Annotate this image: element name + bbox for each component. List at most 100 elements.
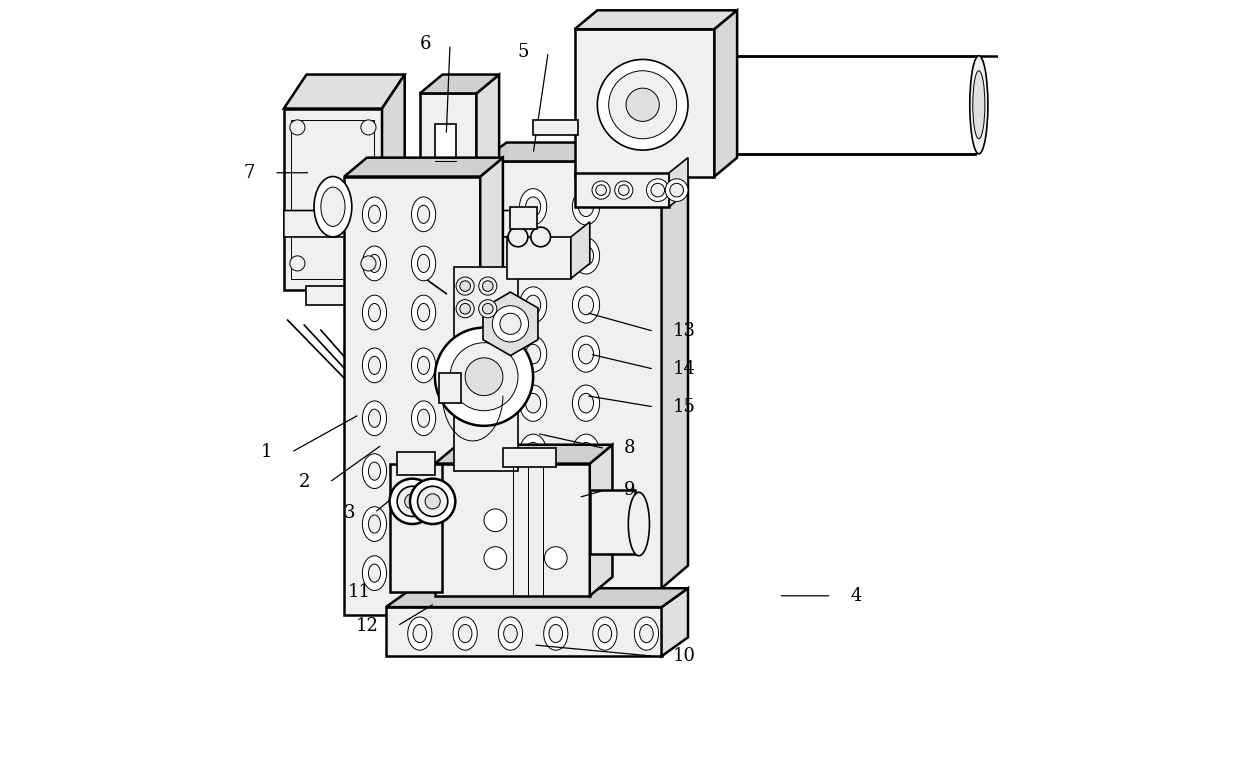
Ellipse shape xyxy=(526,295,541,315)
Ellipse shape xyxy=(520,189,547,225)
Ellipse shape xyxy=(578,197,594,217)
Polygon shape xyxy=(480,161,662,588)
Polygon shape xyxy=(574,11,737,29)
Ellipse shape xyxy=(573,385,600,422)
Ellipse shape xyxy=(640,625,653,642)
Circle shape xyxy=(670,183,683,197)
Polygon shape xyxy=(670,158,688,207)
Ellipse shape xyxy=(578,295,594,315)
Ellipse shape xyxy=(520,385,547,422)
Polygon shape xyxy=(386,607,662,656)
Polygon shape xyxy=(480,158,503,615)
Ellipse shape xyxy=(520,336,547,372)
Ellipse shape xyxy=(412,401,435,435)
Circle shape xyxy=(591,181,610,199)
Circle shape xyxy=(666,179,688,202)
Polygon shape xyxy=(382,75,404,290)
Ellipse shape xyxy=(368,356,381,374)
Circle shape xyxy=(404,494,420,509)
Ellipse shape xyxy=(526,197,541,217)
Text: 8: 8 xyxy=(624,440,635,457)
Ellipse shape xyxy=(418,356,429,374)
Circle shape xyxy=(596,185,606,196)
Text: 13: 13 xyxy=(673,323,696,340)
Circle shape xyxy=(450,342,518,411)
Polygon shape xyxy=(714,11,737,177)
Ellipse shape xyxy=(635,617,658,650)
Text: 14: 14 xyxy=(673,360,696,378)
Ellipse shape xyxy=(413,625,427,642)
Text: 1: 1 xyxy=(260,443,273,461)
Ellipse shape xyxy=(459,625,472,642)
Polygon shape xyxy=(574,29,714,177)
Polygon shape xyxy=(345,158,503,177)
Circle shape xyxy=(500,314,521,334)
Ellipse shape xyxy=(520,434,547,470)
Ellipse shape xyxy=(412,246,435,281)
Circle shape xyxy=(465,358,503,396)
Polygon shape xyxy=(284,109,382,290)
Ellipse shape xyxy=(368,304,381,322)
Ellipse shape xyxy=(368,205,381,224)
Circle shape xyxy=(290,256,305,271)
Text: 12: 12 xyxy=(356,617,378,635)
Ellipse shape xyxy=(412,197,435,231)
Text: 4: 4 xyxy=(851,587,862,605)
Ellipse shape xyxy=(526,492,541,511)
Circle shape xyxy=(479,277,497,295)
Ellipse shape xyxy=(578,393,594,413)
Ellipse shape xyxy=(973,71,985,139)
Ellipse shape xyxy=(970,56,988,154)
Circle shape xyxy=(460,304,470,314)
Circle shape xyxy=(361,120,376,135)
Ellipse shape xyxy=(314,177,352,237)
Ellipse shape xyxy=(418,254,429,272)
Bar xyxy=(291,120,374,279)
Text: 6: 6 xyxy=(419,35,432,53)
Ellipse shape xyxy=(368,462,381,480)
Polygon shape xyxy=(284,211,522,237)
Text: 15: 15 xyxy=(673,398,696,416)
Ellipse shape xyxy=(412,348,435,383)
Ellipse shape xyxy=(408,617,432,650)
Polygon shape xyxy=(480,142,688,161)
Ellipse shape xyxy=(412,295,435,330)
Polygon shape xyxy=(420,94,476,218)
Polygon shape xyxy=(424,218,476,252)
Polygon shape xyxy=(476,218,495,252)
Polygon shape xyxy=(386,588,688,607)
Ellipse shape xyxy=(412,507,435,541)
Circle shape xyxy=(290,120,305,135)
Bar xyxy=(435,123,456,199)
Circle shape xyxy=(609,71,677,139)
Polygon shape xyxy=(503,448,556,467)
Polygon shape xyxy=(662,588,688,656)
Ellipse shape xyxy=(362,556,387,591)
Ellipse shape xyxy=(573,237,600,274)
Circle shape xyxy=(460,281,470,291)
Ellipse shape xyxy=(578,492,594,511)
Ellipse shape xyxy=(321,187,345,226)
Polygon shape xyxy=(435,463,590,596)
Polygon shape xyxy=(662,142,688,588)
Circle shape xyxy=(531,227,551,247)
Polygon shape xyxy=(439,373,461,403)
Circle shape xyxy=(615,181,632,199)
Ellipse shape xyxy=(520,287,547,323)
Ellipse shape xyxy=(526,442,541,462)
Circle shape xyxy=(435,328,533,426)
Circle shape xyxy=(484,509,507,532)
Ellipse shape xyxy=(573,483,600,520)
Ellipse shape xyxy=(362,348,387,383)
Ellipse shape xyxy=(549,625,563,642)
Ellipse shape xyxy=(362,197,387,231)
Circle shape xyxy=(508,227,528,247)
Ellipse shape xyxy=(418,409,429,428)
Polygon shape xyxy=(590,490,635,554)
Circle shape xyxy=(619,185,629,196)
Ellipse shape xyxy=(418,462,429,480)
Ellipse shape xyxy=(526,246,541,266)
Ellipse shape xyxy=(362,401,387,435)
Ellipse shape xyxy=(498,617,522,650)
Circle shape xyxy=(482,281,494,291)
